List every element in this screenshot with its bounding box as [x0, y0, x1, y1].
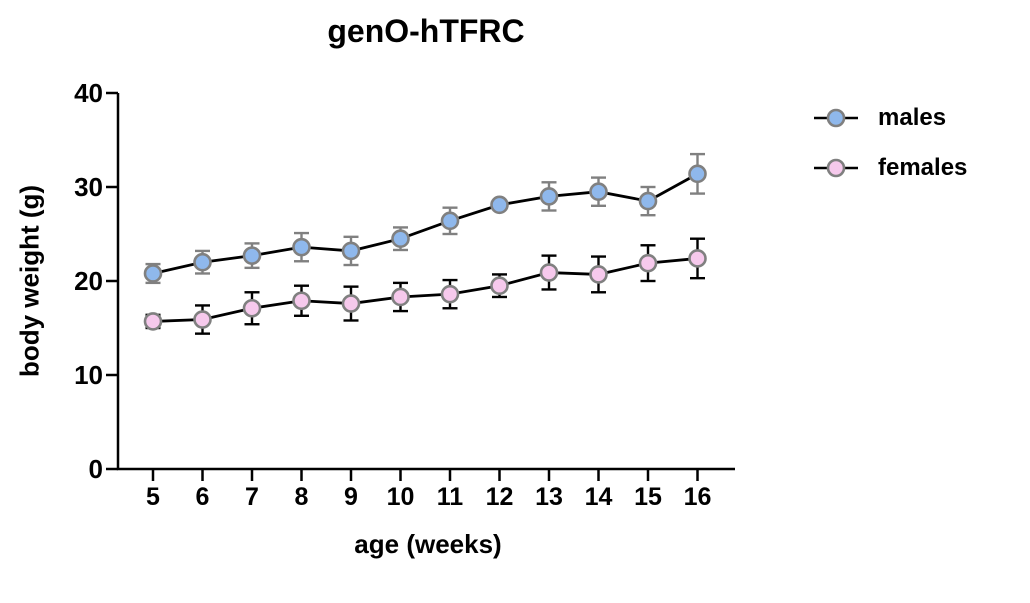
x-tick-label: 13 [535, 483, 563, 511]
x-tick-label: 14 [585, 483, 613, 511]
females-point-week-10 [391, 287, 410, 307]
males-point-week-14 [589, 182, 608, 201]
females-line [152, 257, 698, 323]
legend: males females [812, 104, 967, 182]
females-point-week-6 [193, 310, 212, 329]
x-tick-label: 5 [146, 483, 160, 511]
legend-item-females: females [812, 154, 967, 182]
x-axis-label: age (weeks) [354, 529, 502, 559]
females-markers [143, 249, 707, 331]
y-tick-label: 40 [74, 78, 103, 108]
males-point-week-12 [490, 195, 509, 215]
females-point-week-8 [292, 291, 311, 311]
x-tick-label: 11 [437, 483, 464, 511]
males-line [152, 172, 699, 275]
females-line-marker-icon [814, 158, 858, 178]
males-markers [143, 164, 707, 283]
y-tick-label: 30 [74, 172, 103, 202]
males-point-week-8 [292, 237, 311, 257]
y-tick-label: 20 [74, 266, 103, 296]
axes: 0 10 20 30 40 5 6 7 8 9 10 11 12 13 14 15 16 [74, 78, 735, 511]
males-point-week-9 [341, 241, 361, 261]
males-point-week-16 [688, 164, 707, 184]
chart-title: genO-hTFRC [327, 13, 525, 49]
y-axis-label: body weight (g) [14, 184, 45, 378]
females-error-bars [145, 237, 705, 335]
series-females [143, 237, 707, 335]
females-point-week-11 [440, 284, 460, 304]
x-tick-label: 10 [387, 483, 415, 511]
x-tick-label: 16 [684, 483, 712, 511]
females-point-week-12 [490, 276, 509, 296]
x-tick-label: 12 [486, 483, 514, 511]
females-point-week-9 [341, 294, 361, 313]
males-line-marker-icon [814, 108, 858, 128]
legend-label-males: males [878, 104, 947, 131]
females-point-week-5 [143, 312, 163, 331]
males-error-bars [145, 152, 705, 285]
males-point-week-6 [193, 252, 212, 272]
females-point-week-7 [242, 298, 262, 318]
x-tick-label: 7 [245, 483, 259, 511]
males-point-week-15 [638, 191, 658, 211]
males-point-week-7 [242, 246, 262, 265]
y-tick-label: 0 [89, 454, 103, 484]
x-tick-label: 15 [634, 483, 662, 511]
females-point-week-16 [688, 249, 707, 268]
legend-label-females: females [878, 154, 968, 181]
females-point-week-13 [539, 263, 559, 282]
males-point-week-11 [440, 211, 460, 231]
males-point-week-10 [391, 229, 410, 248]
females-point-week-15 [638, 253, 658, 273]
x-tick-label: 9 [344, 483, 358, 511]
x-tick-label: 6 [196, 483, 210, 511]
legend-item-males: males [812, 104, 967, 132]
males-point-week-5 [143, 264, 163, 283]
y-tick-label: 10 [74, 360, 103, 390]
males-point-week-13 [539, 187, 559, 206]
series-males [143, 152, 707, 285]
females-point-week-14 [589, 265, 608, 284]
x-tick-label: 8 [295, 483, 309, 511]
